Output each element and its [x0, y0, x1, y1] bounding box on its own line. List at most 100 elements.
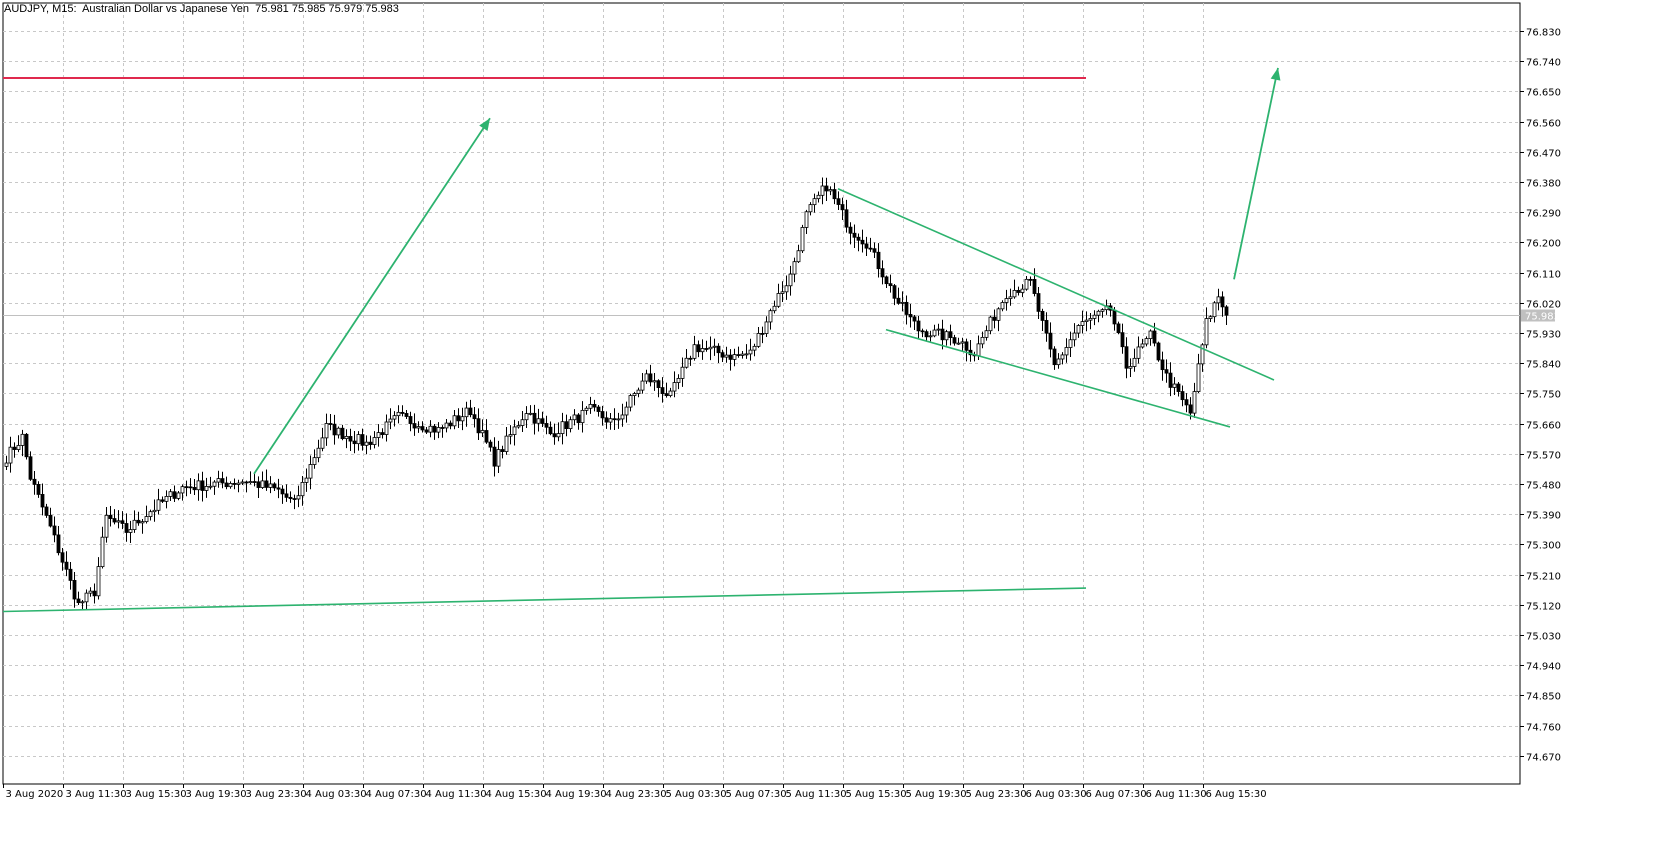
candle-body [304, 477, 309, 483]
candle-body [1048, 332, 1053, 350]
candle-body [540, 418, 545, 424]
candle-body [1204, 318, 1209, 346]
x-tick-label: 4 Aug 11:30 [426, 789, 487, 800]
candle-body [1080, 321, 1085, 326]
candle-body [160, 499, 165, 502]
candle-body [664, 393, 669, 397]
candle-body [288, 496, 293, 499]
candle-body [1192, 391, 1197, 414]
candle-body [52, 525, 57, 536]
candle-body [728, 354, 733, 360]
candle-body [492, 446, 497, 467]
candle-body [92, 590, 97, 597]
candle-body [976, 343, 981, 357]
candle-body [332, 423, 337, 436]
candle-body [1196, 363, 1201, 392]
y-tick-label: 76.200 [1526, 239, 1561, 250]
candle-body [712, 345, 717, 348]
y-tick-label: 75.120 [1526, 602, 1561, 613]
candle-body [460, 416, 465, 422]
candle-body [652, 380, 657, 383]
candle-body [788, 273, 793, 287]
candle-body [1032, 279, 1037, 294]
candle-body [816, 194, 821, 200]
candle-body [140, 521, 145, 524]
candle-body [480, 430, 485, 434]
candle-body [824, 185, 829, 192]
candle-body [940, 328, 945, 341]
candle-body [1072, 332, 1077, 341]
arrow-1-shaft [253, 117, 491, 475]
candle-body [1016, 289, 1021, 293]
candle-body [260, 480, 265, 488]
candle-body [764, 321, 769, 334]
support-line [2, 587, 1087, 613]
candle-body [504, 435, 509, 452]
y-tick-label: 76.830 [1526, 28, 1561, 39]
candle-body [752, 345, 757, 351]
candle-body [756, 333, 761, 347]
candle-body [556, 433, 561, 438]
candle-body [508, 434, 513, 437]
y-tick-label: 76.380 [1526, 179, 1561, 190]
candle-body [780, 291, 785, 294]
candle-body [344, 436, 349, 440]
candle-body [1076, 325, 1081, 334]
candle-body [1052, 348, 1057, 366]
candle-body [544, 423, 549, 428]
candle-body [836, 198, 841, 205]
candle-body [608, 418, 613, 423]
candle-body [532, 412, 537, 424]
candle-body [292, 498, 297, 500]
candle-body [36, 483, 41, 495]
candle-body [700, 348, 705, 353]
candle-body [88, 590, 93, 594]
candle-body [996, 308, 1001, 321]
candle-body [144, 516, 149, 523]
candle-body [1100, 309, 1105, 312]
candle-body [864, 243, 869, 249]
candle-body [476, 418, 481, 434]
candle-body [692, 344, 697, 359]
candle-body [300, 481, 305, 497]
candle-body [316, 447, 321, 459]
candle-body [888, 283, 893, 287]
candle-body [1120, 332, 1125, 348]
candle-body [904, 301, 909, 315]
candle-body [624, 406, 629, 416]
candle-body [252, 481, 257, 483]
candle-body [520, 419, 525, 426]
x-tick-label: 3 Aug 23:30 [246, 789, 307, 800]
candle-body [116, 520, 121, 523]
x-tick-label: 6 Aug 15:30 [1206, 789, 1267, 800]
y-tick-label: 75.930 [1526, 330, 1561, 341]
y-tick-label: 76.290 [1526, 209, 1561, 220]
candle-body [1060, 354, 1065, 360]
candle-body [576, 414, 581, 424]
x-tick-label: 4 Aug 19:30 [546, 789, 607, 800]
y-tick-label: 75.210 [1526, 572, 1561, 583]
candle-body [1160, 359, 1165, 371]
candle-body [340, 427, 345, 440]
candle-body [736, 354, 741, 356]
arrow-1-head [479, 118, 490, 132]
timeframe-label: M15 [52, 3, 74, 15]
candle-body [72, 580, 77, 600]
candle-body [1188, 404, 1193, 414]
y-tick-label: 76.560 [1526, 119, 1561, 130]
candle-body [256, 481, 261, 488]
candle-body [1180, 391, 1185, 401]
candle-body [76, 598, 81, 604]
y-tick-label: 76.650 [1526, 88, 1561, 99]
candle-body [392, 415, 397, 420]
candle-body [1152, 330, 1157, 344]
candle-body [880, 268, 885, 278]
candle-body [188, 486, 193, 489]
candle-body [296, 495, 301, 500]
candle-body [596, 406, 601, 412]
candle-body [1124, 346, 1129, 369]
candle-body [872, 248, 877, 253]
candle-body [156, 499, 161, 511]
